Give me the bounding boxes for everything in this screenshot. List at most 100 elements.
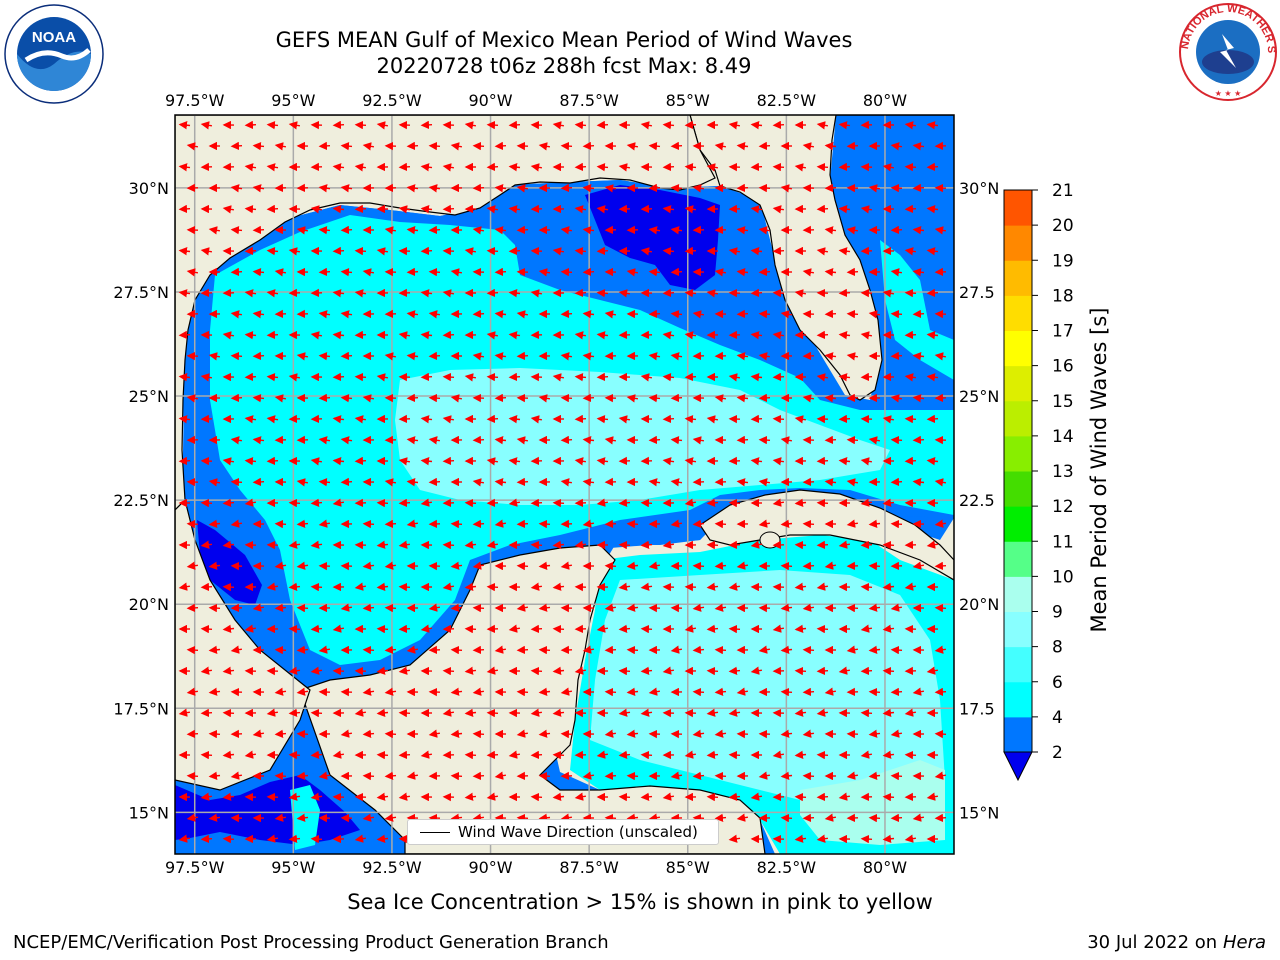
wind-wave-arrow-1103 <box>582 771 595 780</box>
wind-wave-arrow-193 <box>582 226 595 235</box>
wind-wave-arrow-431 <box>420 372 433 382</box>
wind-wave-arrow-189 <box>494 226 507 235</box>
wind-wave-arrow-1053 <box>244 750 257 759</box>
wind-wave-arrow-688 <box>692 519 705 529</box>
wind-wave-arrow-356 <box>310 331 323 340</box>
wind-wave-arrow-348 <box>912 309 925 319</box>
wind-wave-arrow-683 <box>582 519 595 528</box>
wind-wave-arrow-976 <box>868 687 881 697</box>
wind-wave-arrow-479 <box>714 394 727 403</box>
wind-wave-arrow-429 <box>376 373 389 382</box>
wind-wave-arrow-259 <box>494 267 507 277</box>
wind-wave-arrow-475 <box>626 394 639 403</box>
wind-wave-arrow-364 <box>486 331 499 340</box>
wind-wave-arrow-931 <box>640 666 653 676</box>
wind-wave-arrow-520 <box>838 414 851 424</box>
wind-wave-arrow-459 <box>274 394 287 403</box>
wind-wave-arrow-307 <box>772 288 785 298</box>
wind-wave-arrow-606 <box>428 477 441 487</box>
colorbar-label-11: 16 <box>1052 357 1074 377</box>
wind-wave-arrow-35 <box>186 142 199 151</box>
chart-subtitle: 20220728 t06z 288h fcst Max: 8.49 <box>376 54 752 78</box>
wind-wave-arrow-706 <box>310 540 323 549</box>
wind-wave-arrow-379 <box>816 330 829 340</box>
wind-wave-arrow-184 <box>384 226 397 235</box>
wind-wave-arrow-982 <box>222 708 235 718</box>
wind-wave-arrow-1030 <box>516 729 529 738</box>
wind-wave-arrow-1046 <box>868 729 881 738</box>
wind-wave-arrow-845 <box>288 624 301 634</box>
wind-wave-arrow-1043 <box>802 729 814 738</box>
wind-wave-arrow-768 <box>912 561 925 570</box>
wind-wave-arrow-350 <box>178 330 191 340</box>
wind-wave-arrow-651 <box>640 498 653 508</box>
wind-wave-arrow-558 <box>912 435 925 445</box>
wind-wave-arrow-885 <box>406 645 419 654</box>
wind-wave-arrow-665 <box>186 519 199 529</box>
wind-wave-arrow-516 <box>750 414 763 424</box>
wind-wave-arrow-816 <box>428 603 441 612</box>
wind-wave-arrow-49 <box>494 141 507 151</box>
wind-wave-arrow-450 <box>838 373 851 382</box>
wind-wave-arrow-223 <box>464 247 477 256</box>
wind-wave-arrow-748 <box>472 561 485 570</box>
colorbar-segment-3 <box>1004 611 1032 648</box>
wind-wave-arrow-1093 <box>362 771 375 781</box>
wind-wave-arrow-1152 <box>882 792 895 802</box>
wind-wave-arrow-763 <box>802 561 815 571</box>
wind-wave-arrow-786 <box>530 582 542 591</box>
wind-wave-arrow-841 <box>200 624 213 634</box>
colorbar-label-2: 6 <box>1052 673 1063 693</box>
wind-wave-arrow-1130 <box>398 792 410 801</box>
wind-wave-arrow-616 <box>648 478 661 487</box>
wind-wave-arrow-56 <box>648 141 661 151</box>
lat-tick-left-0: 30°N <box>129 179 169 198</box>
wind-wave-arrow-1083 <box>904 750 917 760</box>
wind-wave-arrow-407 <box>670 352 683 361</box>
wind-wave-arrow-124 <box>604 184 617 193</box>
wind-wave-arrow-302 <box>662 288 675 298</box>
wind-wave-arrow-46 <box>428 141 441 151</box>
wind-wave-arrow-604 <box>384 478 397 487</box>
wind-wave-arrow-449 <box>816 373 829 382</box>
wind-wave-arrow-51 <box>538 142 551 151</box>
wind-wave-arrow-560 <box>178 456 191 466</box>
lon-tick-top-3: 90°W <box>468 91 512 110</box>
wind-wave-arrow-906 <box>868 645 881 654</box>
wind-wave-arrow-1149 <box>816 792 829 802</box>
wind-wave-arrow-809 <box>274 603 287 613</box>
wind-wave-arrow-186 <box>428 225 441 235</box>
wind-wave-arrow-237 <box>772 246 785 256</box>
wind-wave-arrow-403 <box>582 352 595 361</box>
wind-wave-arrow-21 <box>640 121 653 130</box>
wind-wave-arrow-45 <box>406 141 419 151</box>
wind-wave-arrow-217 <box>332 246 345 256</box>
wind-wave-arrow-990 <box>398 708 411 718</box>
lon-tick-top-7: 80°W <box>863 91 907 110</box>
wind-wave-arrow-536 <box>428 436 440 445</box>
wind-wave-arrow-1221 <box>860 834 873 844</box>
wind-wave-arrow-926 <box>530 666 543 676</box>
wind-wave-arrow-411 <box>758 352 770 361</box>
wind-wave-arrow-173 <box>904 204 917 214</box>
wind-wave-arrow-63 <box>802 142 815 151</box>
wind-wave-arrow-252 <box>340 267 353 277</box>
wind-wave-arrow-380 <box>838 331 851 340</box>
wind-wave-arrow-579 <box>596 457 609 466</box>
wind-wave-arrow-754 <box>604 561 617 571</box>
wind-wave-arrow-240 <box>838 247 851 256</box>
footer-host: Hera <box>1222 932 1266 953</box>
colorbar-segment-7 <box>1004 471 1032 507</box>
wind-wave-arrow-214 <box>266 246 279 256</box>
wind-wave-arrow-295 <box>508 289 521 298</box>
wind-wave-arrow-384 <box>926 331 939 340</box>
wind-wave-arrow-632 <box>222 498 235 508</box>
wind-wave-arrow-42 <box>340 141 353 151</box>
wind-wave-arrow-857 <box>552 624 565 634</box>
wind-wave-arrow-1187 <box>890 813 903 823</box>
wind-wave-arrow-949 <box>274 687 287 696</box>
wind-wave-arrow-263 <box>582 267 595 277</box>
wind-wave-arrow-353 <box>244 330 257 340</box>
wind-wave-arrow-424 <box>266 372 279 382</box>
wind-wave-arrow-766 <box>868 561 881 571</box>
